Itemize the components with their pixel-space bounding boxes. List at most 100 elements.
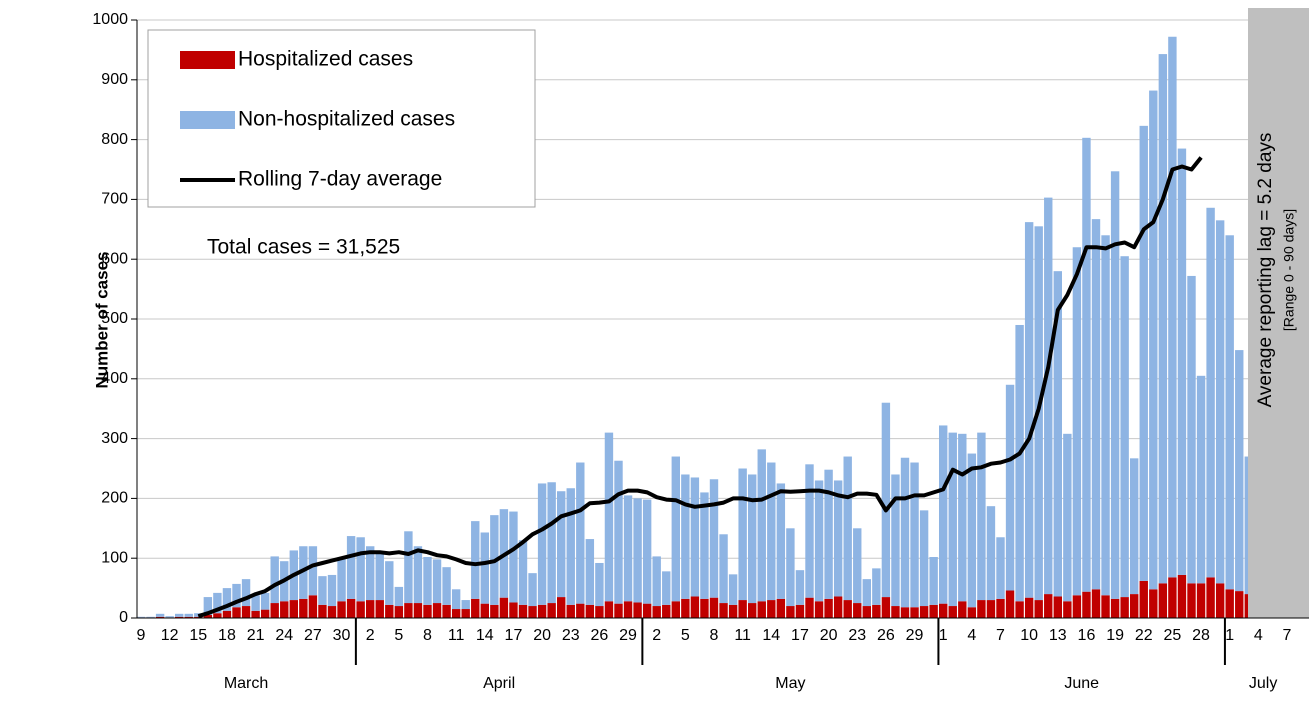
hospitalized-bar bbox=[537, 604, 547, 618]
non-hospitalized-bar bbox=[862, 579, 871, 607]
month-label: April bbox=[483, 675, 515, 692]
non-hospitalized-bar bbox=[872, 568, 881, 605]
non-hospitalized-bar bbox=[423, 557, 432, 605]
non-hospitalized-bar bbox=[652, 556, 661, 607]
non-hospitalized-bar bbox=[241, 579, 251, 607]
legend-label: Rolling 7-day average bbox=[238, 168, 442, 191]
non-hospitalized-bar bbox=[1005, 384, 1015, 591]
hospitalized-bar bbox=[280, 601, 289, 618]
x-tick-label: 10 bbox=[1020, 627, 1038, 644]
hospitalized-bar bbox=[1168, 577, 1177, 618]
non-hospitalized-bar bbox=[1053, 271, 1062, 597]
x-tick-label: 27 bbox=[304, 627, 322, 644]
hospitalized-bar bbox=[977, 600, 986, 618]
hospitalized-bar bbox=[241, 606, 251, 618]
hospitalized-bar bbox=[184, 616, 193, 618]
month-label: June bbox=[1064, 675, 1099, 692]
hospitalized-bar bbox=[1187, 583, 1196, 618]
hospitalized-bar bbox=[1063, 601, 1072, 618]
month-label: May bbox=[775, 675, 805, 692]
non-hospitalized-bar bbox=[1110, 171, 1120, 599]
non-hospitalized-bar bbox=[299, 546, 308, 599]
non-hospitalized-bar bbox=[1082, 137, 1091, 592]
x-tick-label: 24 bbox=[275, 627, 293, 644]
hospitalized-bar bbox=[1044, 594, 1053, 618]
non-hospitalized-bar bbox=[843, 456, 852, 601]
non-hospitalized-bar bbox=[623, 495, 633, 602]
non-hospitalized-bar bbox=[451, 589, 461, 610]
hospitalized-bar bbox=[356, 601, 365, 618]
hospitalized-bar bbox=[1034, 600, 1043, 618]
x-tick-label: 7 bbox=[996, 627, 1005, 644]
hospitalized-bar bbox=[232, 607, 241, 618]
non-hospitalized-bar bbox=[1158, 54, 1168, 584]
hospitalized-bar bbox=[1072, 595, 1082, 618]
hospitalized-bar bbox=[776, 598, 786, 618]
hospitalized-bar bbox=[996, 598, 1005, 618]
hospitalized-bar bbox=[490, 604, 499, 618]
non-hospitalized-bar bbox=[1196, 375, 1206, 584]
hospitalized-bar bbox=[671, 601, 680, 618]
non-hospitalized-bar bbox=[184, 613, 193, 617]
legend-swatch bbox=[180, 111, 235, 129]
hospitalized-bar bbox=[681, 598, 690, 618]
y-tick-label: 400 bbox=[101, 370, 128, 387]
non-hospitalized-bar bbox=[155, 613, 165, 617]
hospitalized-bar bbox=[786, 606, 795, 618]
x-tick-label: 18 bbox=[218, 627, 236, 644]
x-tick-label: 15 bbox=[189, 627, 207, 644]
hospitalized-bar bbox=[1110, 598, 1120, 618]
legend-label: Non-hospitalized cases bbox=[238, 108, 455, 131]
non-hospitalized-bar bbox=[948, 432, 957, 607]
hospitalized-bar bbox=[795, 604, 805, 618]
x-tick-label: 11 bbox=[448, 627, 465, 644]
non-hospitalized-bar bbox=[795, 570, 805, 605]
non-hospitalized-bar bbox=[557, 491, 566, 598]
non-hospitalized-bar bbox=[346, 536, 356, 599]
non-hospitalized-bar bbox=[833, 480, 843, 597]
non-hospitalized-bar bbox=[919, 510, 929, 607]
non-hospitalized-bar bbox=[318, 576, 327, 605]
hospitalized-bar bbox=[1130, 594, 1139, 618]
x-tick-label: 29 bbox=[619, 627, 637, 644]
hospitalized-bar bbox=[862, 606, 871, 618]
non-hospitalized-bar bbox=[165, 616, 174, 618]
hospitalized-bar bbox=[748, 603, 757, 618]
hospitalized-bar bbox=[480, 603, 489, 618]
hospitalized-bar bbox=[576, 603, 585, 618]
hospitalized-bar bbox=[614, 603, 623, 618]
y-tick-label: 100 bbox=[101, 549, 128, 566]
hospitalized-bar bbox=[337, 601, 346, 618]
non-hospitalized-bar bbox=[175, 613, 184, 617]
x-tick-label: 22 bbox=[1135, 627, 1153, 644]
hospitalized-bar bbox=[155, 616, 165, 618]
non-hospitalized-bar bbox=[805, 464, 814, 598]
hospitalized-bar bbox=[1235, 591, 1244, 618]
hospitalized-bar bbox=[308, 595, 318, 618]
hospitalized-bar bbox=[423, 604, 432, 618]
hospitalized-bar bbox=[432, 603, 442, 618]
hospitalized-bar bbox=[662, 604, 671, 618]
non-hospitalized-bar bbox=[767, 462, 776, 601]
non-hospitalized-bar bbox=[1225, 235, 1234, 590]
non-hospitalized-bar bbox=[1072, 247, 1082, 596]
non-hospitalized-bar bbox=[222, 588, 232, 611]
x-tick-label: 9 bbox=[137, 627, 146, 644]
rolling-average-line bbox=[197, 156, 1203, 619]
non-hospitalized-bar bbox=[471, 521, 480, 599]
hospitalized-bar bbox=[881, 597, 891, 618]
hospitalized-bar bbox=[413, 603, 423, 618]
hospitalized-bar bbox=[299, 598, 308, 618]
non-hospitalized-bar bbox=[385, 561, 394, 605]
x-tick-label: 25 bbox=[1164, 627, 1182, 644]
non-hospitalized-bar bbox=[480, 532, 489, 604]
hospitalized-bar bbox=[442, 604, 451, 618]
non-hospitalized-bar bbox=[270, 556, 279, 604]
hospitalized-bar bbox=[499, 597, 509, 618]
x-tick-label: 1 bbox=[1225, 627, 1234, 644]
non-hospitalized-bar bbox=[146, 616, 155, 618]
hospitalized-bar bbox=[547, 603, 556, 618]
hospitalized-bar bbox=[642, 603, 652, 618]
x-tick-label: 21 bbox=[247, 627, 265, 644]
x-tick-label: 23 bbox=[562, 627, 580, 644]
